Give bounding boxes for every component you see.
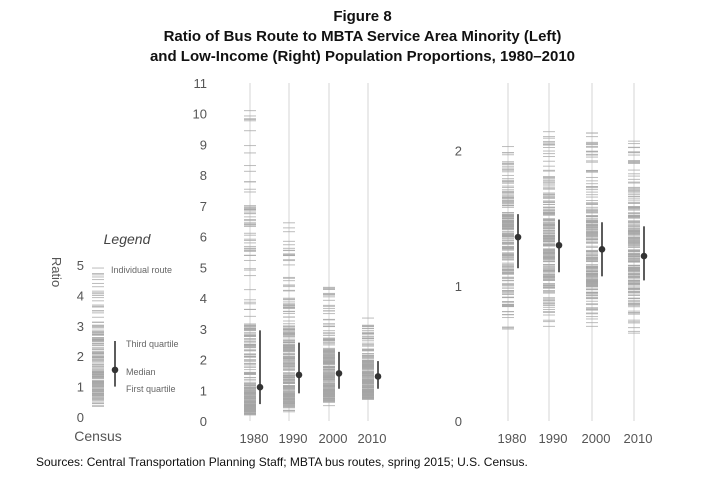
minority-y-tick-label: 6 — [200, 230, 207, 245]
legend-strip — [92, 267, 119, 407]
minority-y-tick-label: 11 — [194, 76, 208, 91]
low-income-group-1980: 1980 — [498, 83, 527, 446]
low-income-group-2010: 2010 — [624, 83, 653, 446]
legend-y-tick-label: 2 — [77, 349, 84, 364]
legend-y-tick-label: 3 — [77, 319, 84, 334]
minority-median-point — [295, 371, 303, 379]
minority-y-tick-label: 8 — [200, 168, 207, 183]
minority-x-tick-label: 2000 — [319, 431, 348, 446]
low-income-group-2000: 2000 — [582, 83, 611, 446]
legend-y-tick-label: 0 — [77, 410, 84, 425]
minority-group-2010: 2010 — [358, 83, 387, 446]
legend-individual-route-label: Individual route — [111, 265, 172, 275]
low-income-x-tick-label: 1990 — [539, 431, 568, 446]
minority-panel: 0 1 2 3 4 5 6 7 8 9 10 11 1980 1990 2000 2010 — [193, 76, 387, 446]
minority-group-1980: 1980 — [240, 83, 269, 446]
low-income-median-point — [555, 241, 563, 249]
legend-y-tick-label: 1 — [77, 380, 84, 395]
minority-y-tick-label: 5 — [200, 260, 207, 275]
low-income-median-point — [640, 252, 648, 260]
source-note: Sources: Central Transportation Planning… — [36, 455, 528, 469]
minority-y-tick-label: 7 — [200, 199, 207, 214]
legend-y-tick-label: 5 — [77, 258, 84, 273]
minority-y-axis: 0 1 2 3 4 5 6 7 8 9 10 11 — [193, 76, 207, 429]
minority-x-tick-label: 1990 — [279, 431, 308, 446]
legend-title: Legend — [104, 231, 152, 247]
minority-y-tick-label: 9 — [200, 137, 207, 152]
minority-x-tick-label: 1980 — [240, 431, 269, 446]
low-income-median-point — [514, 233, 522, 241]
low-income-group-1990: 1990 — [539, 83, 568, 446]
legend-y-ticks: 0 1 2 3 4 5 — [77, 258, 84, 425]
legend-median-point — [111, 366, 119, 374]
low-income-panel: 0 1 2 1980 1990 2000 2010 — [455, 83, 653, 446]
minority-y-tick-label: 0 — [200, 414, 207, 429]
low-income-median-point — [598, 245, 606, 253]
minority-y-tick-label: 1 — [200, 383, 207, 398]
minority-y-tick-label: 4 — [200, 291, 207, 306]
minority-group-1990: 1990 — [279, 83, 308, 446]
chart-title: Figure 8 Ratio of Bus Route to MBTA Serv… — [0, 7, 725, 67]
legend-median-label: Median — [126, 367, 156, 377]
low-income-y-tick-label: 2 — [455, 144, 462, 159]
title-line-2: and Low-Income (Right) Population Propor… — [149, 48, 576, 65]
figure-label: Figure 8 — [333, 8, 392, 25]
minority-y-tick-label: 3 — [200, 322, 207, 337]
minority-y-tick-label: 10 — [193, 107, 207, 122]
low-income-y-tick-label: 0 — [455, 414, 462, 429]
low-income-y-axis: 0 1 2 — [455, 144, 462, 429]
minority-median-point — [256, 383, 264, 391]
minority-median-point — [374, 373, 382, 380]
ratio-charts: Legend Ratio Census Individual route Thi… — [49, 76, 653, 446]
minority-median-point — [335, 370, 343, 377]
low-income-y-tick-label: 1 — [455, 279, 462, 294]
legend-third-quartile-label: Third quartile — [126, 339, 179, 349]
legend-panel: Legend Ratio Census Individual route Thi… — [49, 231, 179, 444]
legend-first-quartile-label: First quartile — [126, 384, 176, 394]
legend-x-axis-label: Census — [74, 428, 121, 444]
low-income-x-tick-label: 2000 — [582, 431, 611, 446]
legend-y-axis-label: Ratio — [49, 257, 64, 287]
low-income-x-tick-label: 2010 — [624, 431, 653, 446]
legend-y-tick-label: 4 — [77, 288, 84, 303]
minority-x-tick-label: 2010 — [358, 431, 387, 446]
minority-y-tick-label: 2 — [200, 353, 207, 368]
minority-group-2000: 2000 — [319, 83, 348, 446]
title-line-1: Ratio of Bus Route to MBTA Service Area … — [163, 28, 562, 45]
low-income-x-tick-label: 1980 — [498, 431, 527, 446]
